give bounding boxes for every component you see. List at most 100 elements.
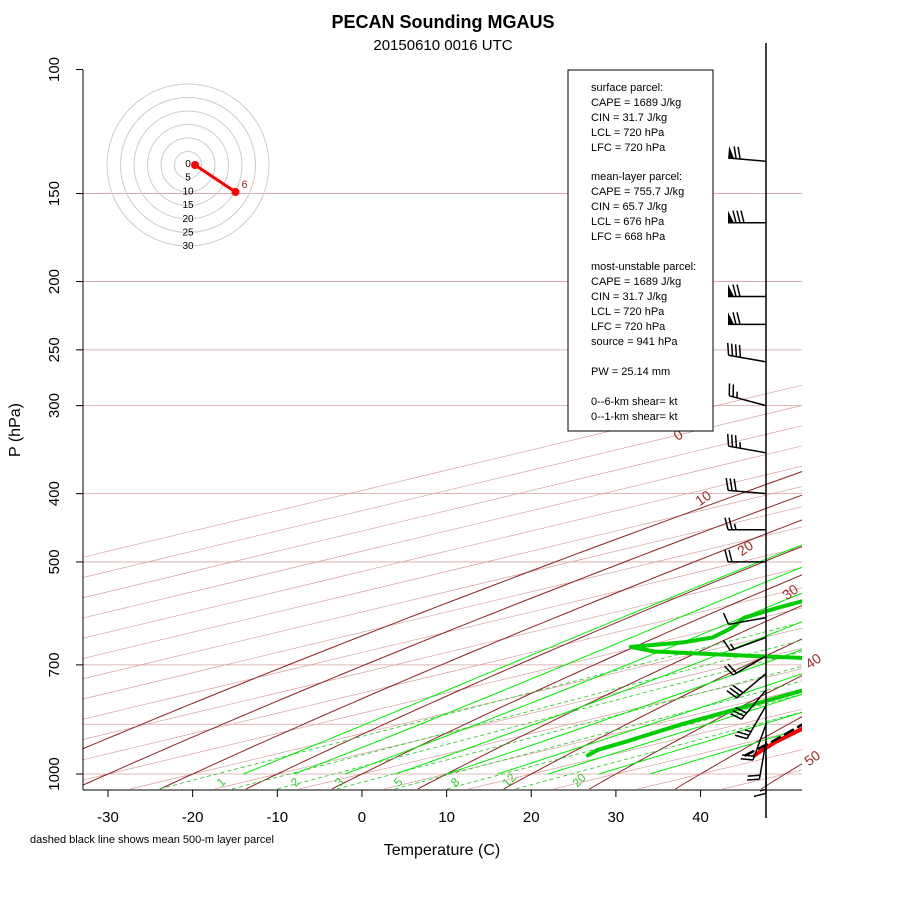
wind-barb-half-flag: [759, 788, 767, 792]
hodograph-ring-label: 10: [182, 186, 194, 197]
ml-parcel-header: mean-layer parcel:: [591, 171, 682, 183]
mixing-ratio-label: 12: [499, 770, 519, 790]
hodograph-ring-label: 20: [182, 214, 194, 225]
hodograph-ring: [147, 124, 229, 206]
hodograph-ring-label: 5: [185, 173, 191, 184]
wind-barb-flag: [724, 549, 729, 563]
wind-barb: [726, 342, 767, 363]
hodograph-ring-label: 25: [182, 228, 194, 239]
chart-title: PECAN Sounding MGAUS: [332, 12, 555, 32]
wind-barb: [728, 284, 766, 298]
y-tick-label: 100: [46, 57, 63, 82]
hodograph-ring: [160, 137, 216, 193]
wind-barb-flag: [727, 663, 738, 674]
wind-barb: [728, 146, 767, 163]
x-tick-label: 30: [608, 809, 625, 826]
wind-barb-flag: [734, 435, 738, 448]
wind-barb-shaft: [746, 705, 767, 740]
wind-barb: [730, 689, 767, 720]
wind-barb: [722, 636, 767, 652]
mixing-ratio-line: [394, 680, 802, 790]
mixing-ratio-label: 8: [448, 775, 463, 790]
mixing-ratio-line: [446, 693, 802, 790]
dry-adiabat-line: [417, 604, 802, 790]
wind-barb-flag: [728, 549, 733, 563]
wind-barb-flag: [736, 284, 741, 297]
wind-barb: [726, 433, 767, 454]
isotherm-line: [83, 506, 802, 680]
shear-0-1km: 0--1-km shear= kt: [591, 411, 678, 423]
parcel-info-box: surface parcel: CAPE = 1689 J/kg CIN = 3…: [567, 69, 714, 432]
isotherm-line: [83, 465, 802, 639]
wind-barb-flag: [732, 709, 745, 717]
wind-barb-half-flag: [744, 729, 752, 733]
wind-barb-flag: [737, 146, 741, 160]
wind-barb-flag: [730, 713, 742, 720]
wind-barb: [728, 312, 766, 326]
dry-adiabat-label: 30: [779, 581, 801, 603]
moist-adiabat-line: [497, 673, 802, 775]
wind-barb: [753, 755, 767, 798]
isotherm-line: [83, 567, 802, 740]
wind-barb: [747, 741, 767, 781]
ml-cape: CAPE = 755.7 J/kg: [591, 186, 684, 198]
y-tick-label: 300: [46, 393, 63, 418]
ml-lcl: LCL = 676 hPa: [591, 216, 665, 228]
mixing-ratio-line: [515, 711, 802, 790]
footnote: dashed black line shows mean 500-m layer…: [30, 834, 274, 846]
wind-barb-flag: [753, 792, 767, 798]
hodograph-ring: [133, 110, 243, 220]
wind-barb: [728, 210, 766, 224]
background-grid: [83, 70, 900, 790]
wind-barb-flag: [726, 690, 738, 699]
mixing-ratio-line: [159, 621, 802, 790]
isotherm-line: [808, 70, 900, 789]
wind-barb-flag: [747, 774, 761, 777]
hodograph-ring: [106, 83, 270, 247]
wind-barb-flag: [733, 478, 737, 492]
wind-barb-pennant: [728, 146, 735, 159]
moist-adiabat-line: [548, 693, 802, 775]
mu-source: source = 941 hPa: [591, 336, 678, 348]
mu-lcl: LCL = 720 hPa: [591, 306, 665, 318]
wind-barb-shaft: [736, 672, 767, 699]
x-tick-label: 40: [692, 809, 709, 826]
wind-barbs: [722, 43, 767, 818]
wind-barb-shaft: [758, 741, 767, 780]
wind-barb-flag: [734, 734, 748, 740]
wind-barb-flag: [732, 684, 744, 694]
ml-cin: CIN = 65.7 J/kg: [591, 201, 667, 213]
y-tick-label: 500: [46, 549, 63, 574]
wind-barb-flag: [723, 665, 734, 676]
dry-adiabat-label: 40: [802, 650, 824, 672]
moist-adiabat-line: [344, 592, 802, 775]
wind-barb-shaft: [729, 395, 767, 407]
dry-adiabat-label: 50: [801, 747, 823, 769]
wind-barb-pennant: [728, 210, 734, 223]
wind-barb-pennant: [728, 284, 734, 297]
wind-barb-flag: [738, 344, 742, 358]
wind-barb: [724, 549, 766, 563]
wind-barb-half-flag: [733, 523, 737, 530]
wind-barb-flag: [726, 433, 730, 447]
dry-adiabat-line: [83, 471, 802, 750]
hodograph-ring: [174, 151, 202, 179]
dry-adiabat-line: [847, 70, 900, 789]
moist-adiabat-line: [598, 711, 802, 775]
isotherm-line: [83, 486, 802, 659]
wind-barb-shaft: [730, 636, 767, 652]
wind-barb-flag: [740, 210, 745, 223]
wind-barb-flag: [736, 210, 741, 223]
wind-barb-flag: [741, 754, 755, 757]
surface-cape: CAPE = 1689 J/kg: [591, 97, 681, 109]
chart-subtitle: 20150610 0016 UTC: [373, 37, 512, 54]
surface-lcl: LCL = 720 hPa: [591, 127, 665, 139]
wind-barb-flag: [734, 344, 738, 357]
mixing-ratio-line: [232, 639, 802, 790]
shear-0-6km: 0--6-km shear= kt: [591, 396, 678, 408]
mu-cape: CAPE = 1689 J/kg: [591, 276, 681, 288]
hodograph-point: [191, 161, 199, 169]
wind-barb-flag: [732, 284, 737, 297]
wind-barb-flag: [732, 210, 737, 223]
